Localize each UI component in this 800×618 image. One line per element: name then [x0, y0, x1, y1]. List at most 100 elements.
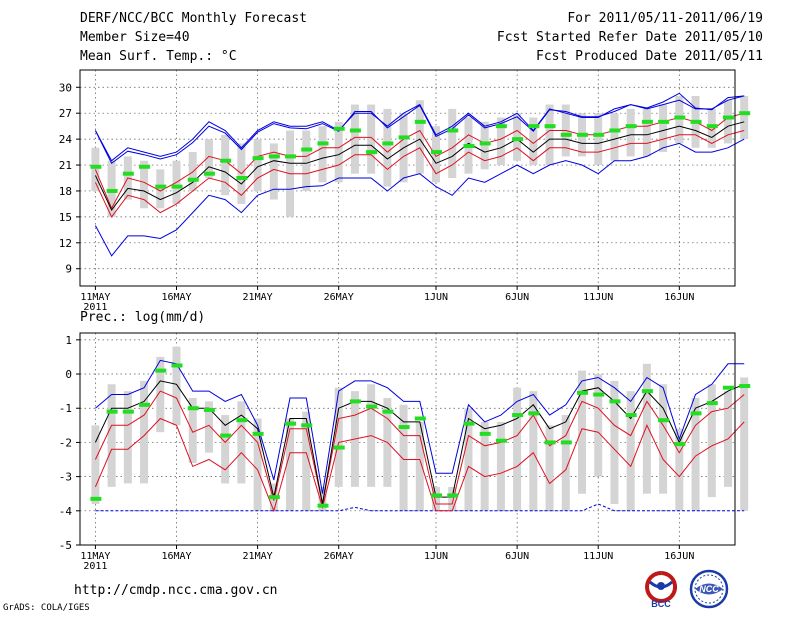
temp-xtick-label: 1JUN [424, 292, 448, 303]
temp-spread-bar [107, 160, 116, 217]
temp-ytick-label: 9 [65, 263, 72, 276]
temp-series-min [94, 138, 745, 257]
temp-obs-marker [544, 124, 556, 129]
temp-spread-bar [204, 139, 213, 178]
temp-obs-marker [706, 124, 718, 129]
temp-spread-bar [610, 113, 619, 161]
precip-spread-bar [172, 346, 181, 426]
precip-obs-marker [706, 401, 718, 406]
precip-spread-bar [707, 384, 716, 498]
temp-spread-bar [383, 108, 392, 187]
temp-spread-bar [253, 139, 262, 191]
temp-ytick-label: 12 [59, 237, 72, 250]
precip-xtick-label: 1JUN [424, 551, 448, 562]
temp-obs-marker [220, 158, 232, 163]
temp-obs-marker [317, 141, 329, 146]
precip-obs-marker [155, 368, 167, 373]
precip-obs-marker [301, 423, 313, 428]
temp-spread-bar [334, 121, 343, 183]
temp-spread-bar [140, 160, 149, 209]
precip-obs-marker [609, 399, 621, 404]
precip-spread-bar [156, 356, 165, 433]
temp-obs-marker [722, 115, 734, 120]
temp-obs-marker [171, 184, 183, 189]
precip-spread-bar [464, 408, 473, 511]
precip-spread-bar [123, 391, 132, 484]
precip-obs-marker [463, 421, 475, 426]
temp-spread-bar [545, 104, 554, 166]
precip-spread-bar [610, 380, 619, 504]
precip-spread-bar [480, 421, 489, 511]
temp-obs-marker [495, 124, 507, 129]
precip-xtick-year: 2011 [83, 561, 107, 572]
precip-xtick-label: 16MAY [161, 551, 191, 562]
temp-spread-bar [675, 95, 684, 144]
precip-obs-marker [268, 495, 280, 500]
precip-obs-marker [560, 440, 572, 445]
precip-spread-bar [204, 401, 213, 453]
temp-spread-bar [367, 104, 376, 174]
precip-spread-bar [691, 397, 700, 511]
temp-obs-marker [268, 154, 280, 159]
temp-obs-marker [203, 171, 215, 176]
precip-obs-marker [447, 493, 459, 498]
temp-obs-marker [463, 144, 475, 149]
precip-spread-bar [529, 391, 538, 511]
precip-obs-marker [122, 409, 134, 414]
precip-obs-marker [414, 416, 426, 421]
temp-spread-bar [707, 108, 716, 148]
precip-spread-bar [221, 415, 230, 484]
temp-xtick-label: 11JUN [583, 292, 613, 303]
temp-ytick-label: 18 [59, 185, 72, 198]
precip-spread-bar [286, 418, 295, 511]
temp-obs-marker [139, 164, 151, 169]
temp-spread-bar [642, 108, 651, 157]
temp-obs-marker [90, 164, 102, 169]
temp-spread-bar [659, 104, 668, 153]
temp-obs-marker [447, 128, 459, 133]
precip-obs-marker [658, 418, 670, 423]
temp-obs-marker [349, 128, 361, 133]
precip-ytick-label: 0 [65, 368, 72, 381]
bcc-logo: BCC [645, 571, 678, 609]
precip-spread-bar [578, 370, 586, 494]
temp-spread-bar [156, 169, 165, 209]
ncc-logo: NCC [689, 569, 729, 609]
temp-spread-bar [513, 113, 522, 161]
temp-spread-bar [221, 134, 230, 196]
temp-obs-marker [301, 147, 313, 152]
forecast-started-date: Fcst Started Refer Date 2011/05/10 [496, 30, 763, 45]
precip-xtick-label: 26MAY [324, 551, 354, 562]
precip-spread-bar [253, 418, 262, 511]
precip-spread-bar [496, 421, 505, 511]
precip-spread-bar [659, 384, 668, 494]
precip-title: Prec.: log(mm/d) [80, 310, 206, 325]
precip-obs-marker [398, 425, 410, 430]
precip-spread-bar [107, 384, 116, 487]
ncc-logo-text: NCC [699, 584, 719, 594]
bcc-logo-text: BCC [651, 599, 671, 609]
source-url[interactable]: http://cmdp.ncc.cma.gov.cn [74, 583, 278, 598]
temp-ytick-label: 30 [59, 81, 72, 94]
grads-credit: GrADS: COLA/IGES [3, 603, 90, 613]
precip-spread-bar [513, 387, 522, 511]
precip-xtick-label: 6JUN [505, 551, 529, 562]
temp-spread-bar [529, 117, 538, 166]
temp-xtick-label: 26MAY [324, 292, 354, 303]
temp-obs-marker [155, 184, 167, 189]
precip-series-lower [94, 417, 745, 513]
temp-obs-marker [398, 135, 410, 140]
temp-obs-marker [560, 132, 572, 137]
temp-spread-bar [740, 95, 749, 140]
temp-obs-marker [593, 132, 605, 137]
temp-obs-marker [658, 119, 670, 124]
temp-spread-bar [723, 100, 732, 144]
temp-obs-marker [625, 124, 637, 129]
precip-obs-marker [366, 404, 378, 409]
precip-ytick-label: -5 [59, 539, 72, 552]
temp-obs-marker [528, 124, 540, 129]
forecast-produced-date: Fcst Produced Date 2011/05/11 [536, 49, 763, 64]
temp-xtick-year: 2011 [83, 302, 107, 313]
temp-spread-bar [415, 100, 424, 174]
temp-obs-marker [366, 150, 378, 155]
